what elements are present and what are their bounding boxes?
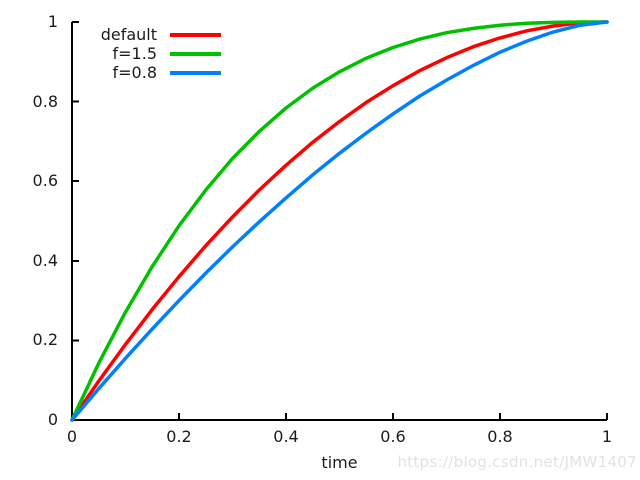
y-tick-label: 0.6	[32, 171, 58, 191]
legend-item-f1-5: f=1.5	[97, 44, 221, 63]
y-tick-label: 0.8	[32, 91, 58, 111]
legend: default f=1.5 f=0.8	[97, 25, 221, 82]
x-tick-label: 1	[601, 427, 613, 446]
legend-label-default: default	[100, 25, 157, 44]
x-tick-label: 0.8	[487, 427, 513, 446]
legend-item-default: default	[97, 25, 221, 44]
x-tick-label: 0	[66, 427, 78, 446]
x-tick-label: 0.6	[380, 427, 406, 446]
x-tick-label: 0.2	[166, 427, 192, 446]
y-tick-label: 0.4	[32, 250, 58, 270]
legend-swatch-blue-line	[170, 70, 221, 75]
x-axis-label: time	[321, 453, 358, 472]
x-tick-label: 0.4	[273, 427, 299, 446]
y-tick-label: 0	[47, 410, 58, 429]
legend-label-f0-8: f=0.8	[112, 63, 157, 82]
legend-swatch-red-line	[170, 32, 221, 37]
y-tick-label: 1	[47, 12, 58, 31]
legend-item-f0-8: f=0.8	[97, 63, 221, 82]
legend-swatch-green-line	[170, 51, 221, 56]
y-tick-label: 0.2	[32, 330, 58, 350]
legend-label-f1-5: f=1.5	[112, 44, 157, 63]
watermark: https://blog.csdn.net/JMW1407	[397, 453, 637, 471]
